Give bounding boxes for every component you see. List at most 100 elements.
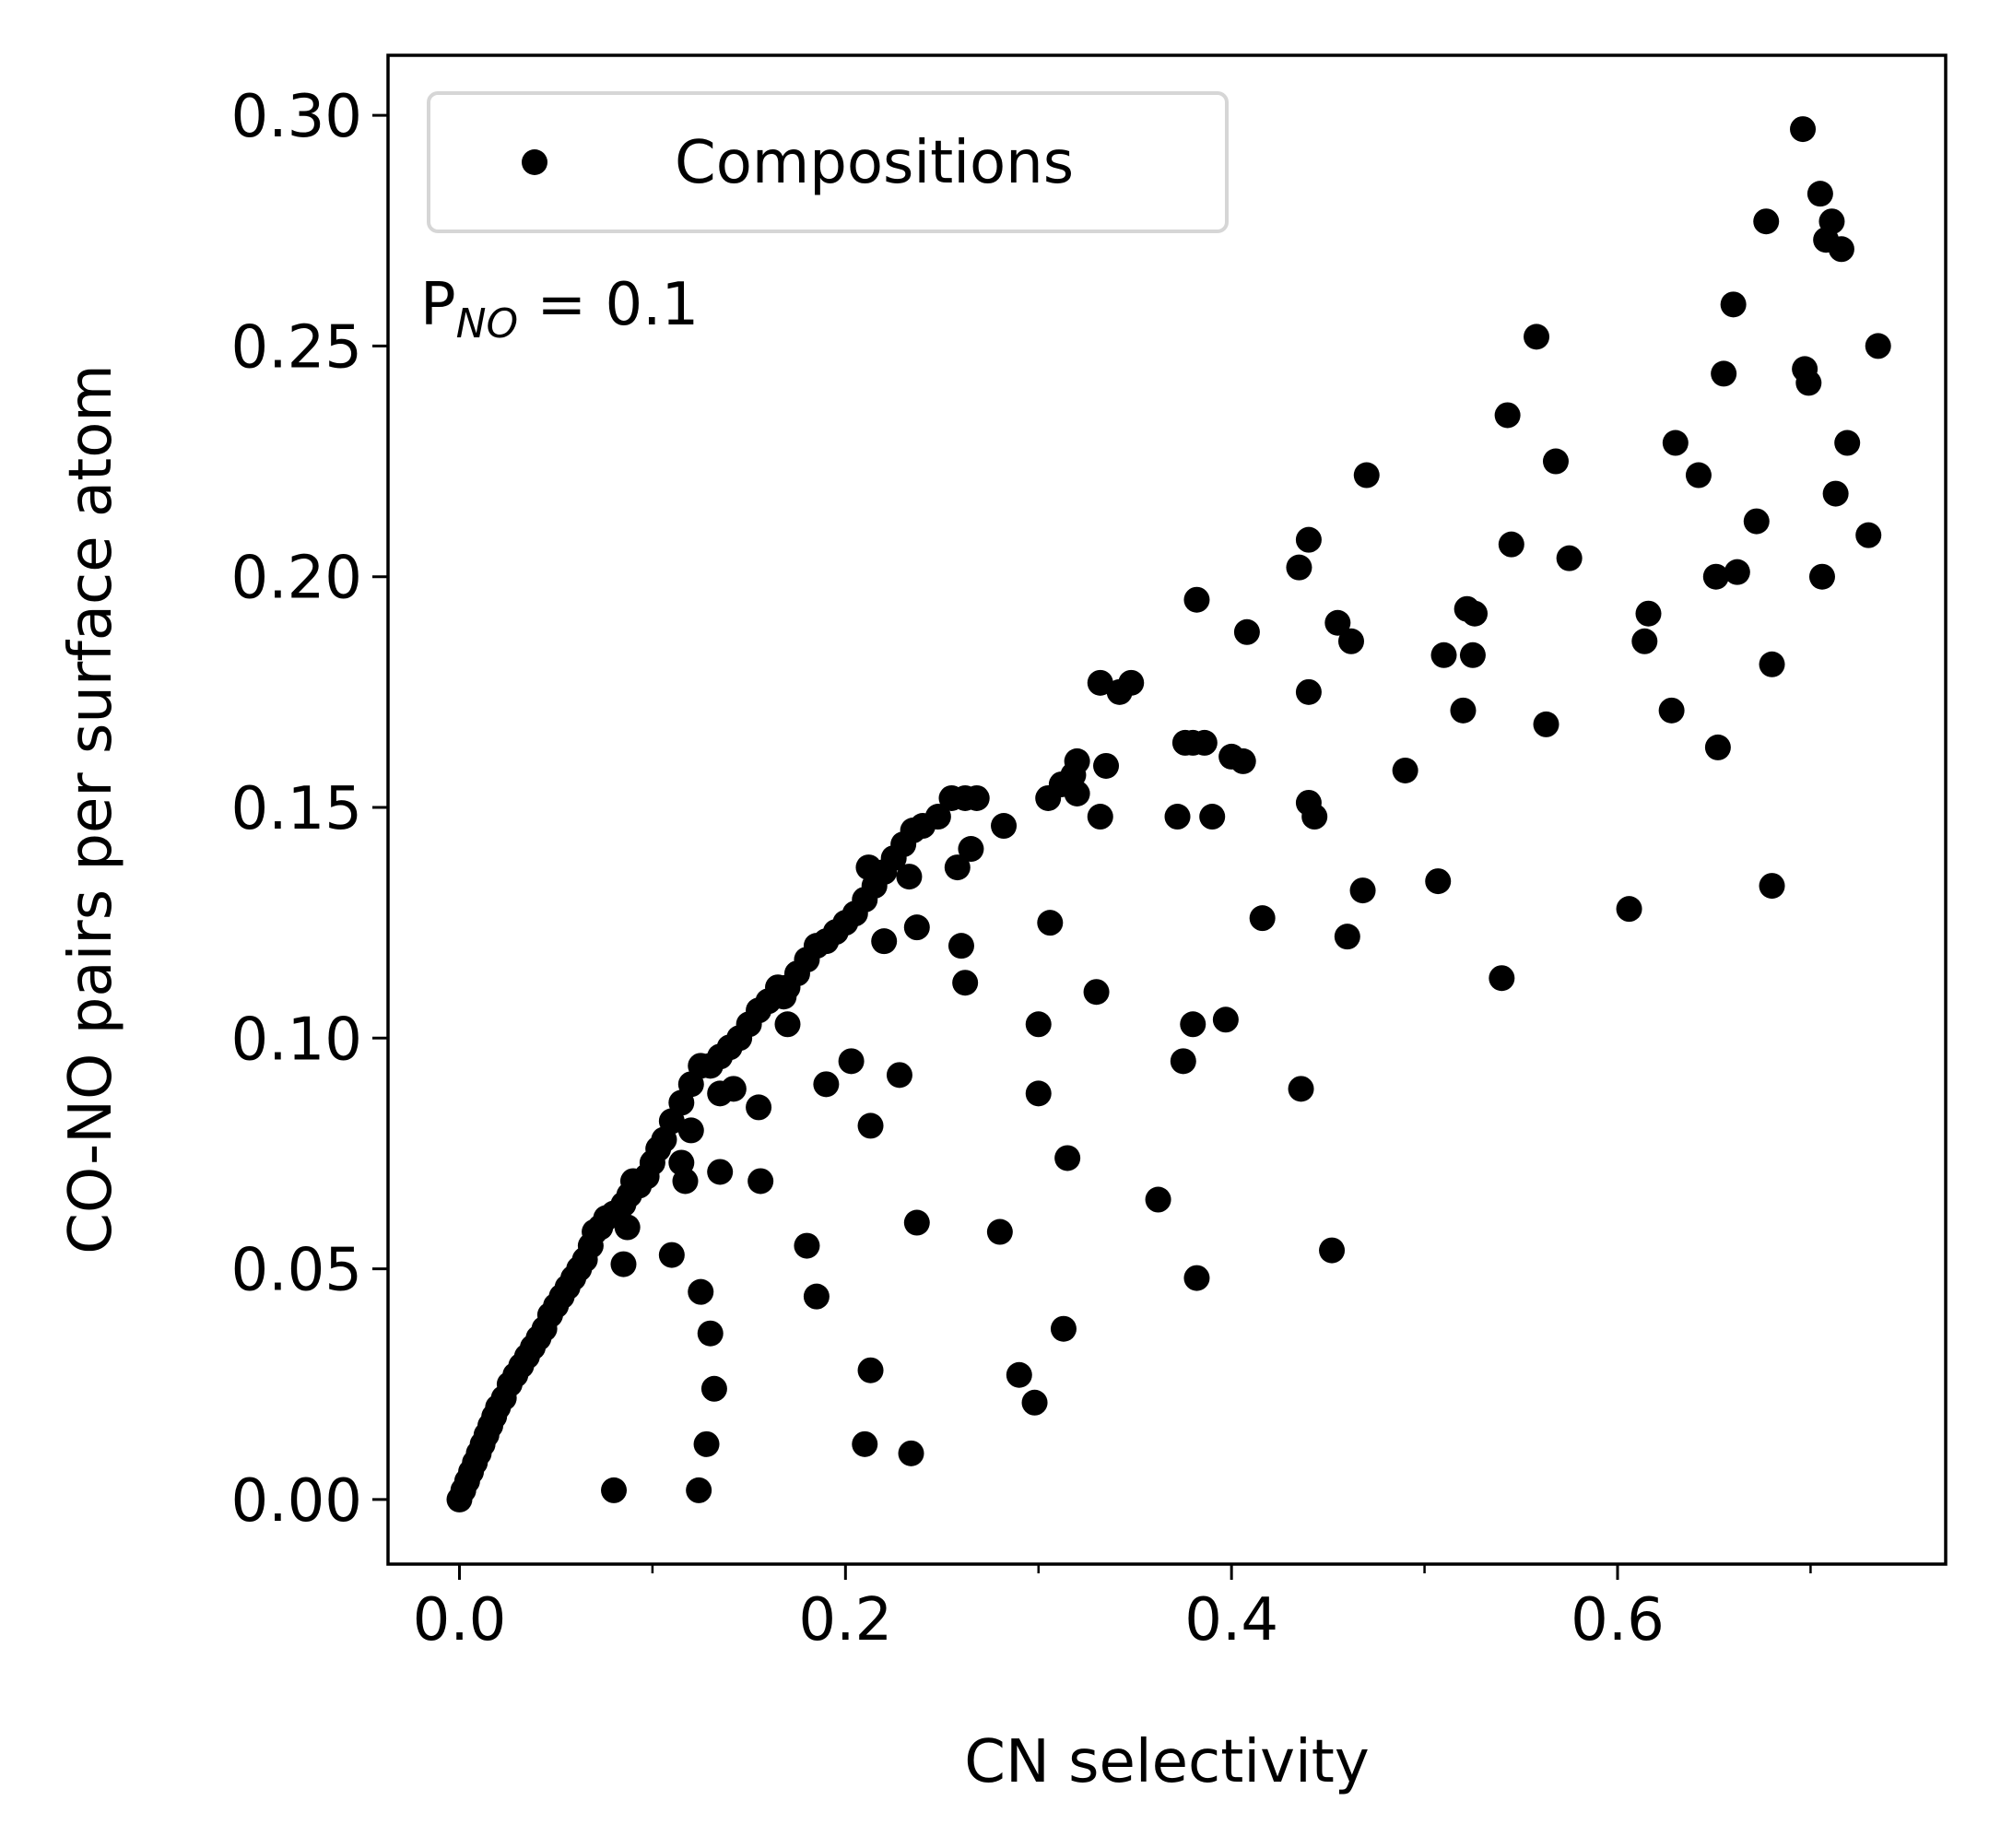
annotation-subscript: NO (456, 300, 519, 347)
data-point (1662, 430, 1689, 456)
data-point (896, 864, 923, 890)
annotation-main: P (420, 271, 456, 339)
data-point (952, 970, 979, 996)
x-tick-label: 0.2 (798, 1586, 892, 1654)
data-point (1301, 804, 1328, 830)
data-point (771, 983, 797, 1010)
data-point (1025, 1080, 1052, 1107)
data-point (1064, 747, 1090, 774)
data-point (1164, 804, 1191, 830)
legend: Compositions (427, 91, 1229, 233)
data-point (886, 1062, 912, 1089)
data-point (1807, 181, 1833, 207)
data-point (693, 1430, 720, 1457)
data-point (1286, 554, 1312, 581)
data-point (857, 1112, 884, 1139)
data-point (1822, 480, 1849, 507)
data-point (963, 784, 990, 811)
data-points (446, 116, 1891, 1513)
y-tick-label: 0.00 (231, 1467, 363, 1536)
data-point (947, 933, 974, 959)
data-point (1702, 563, 1729, 590)
data-point (1337, 628, 1364, 654)
data-point (1064, 780, 1090, 806)
data-point (1295, 678, 1322, 705)
data-point (1759, 873, 1785, 900)
data-point (688, 1278, 714, 1305)
data-point (1631, 628, 1658, 654)
data-point (746, 1094, 772, 1121)
data-point (1324, 609, 1351, 636)
data-point (794, 1232, 820, 1259)
data-point (1542, 448, 1569, 475)
data-point (903, 1209, 930, 1236)
data-point (1037, 910, 1064, 936)
legend-marker (522, 149, 547, 175)
data-point (1855, 522, 1882, 548)
data-point (1489, 965, 1515, 992)
data-point (1118, 669, 1145, 696)
data-point (871, 928, 898, 955)
data-point (857, 1357, 884, 1383)
data-point (1828, 236, 1854, 263)
data-point (1635, 600, 1662, 627)
data-point (1050, 1315, 1077, 1342)
data-point (1087, 804, 1113, 830)
data-point (958, 836, 984, 863)
y-axis: 0.00 0.05 0.10 0.15 0.20 0.25 0.30 (231, 83, 388, 1536)
data-point (1349, 877, 1376, 904)
data-point (601, 1477, 628, 1503)
x-tick-label: 0.0 (413, 1586, 507, 1654)
legend-box (427, 91, 1229, 233)
data-point (686, 1477, 712, 1503)
data-point (1795, 370, 1822, 396)
data-point (1808, 563, 1835, 590)
data-point (1494, 402, 1521, 429)
data-point (1450, 697, 1477, 724)
data-point (1288, 1076, 1314, 1102)
data-point (1524, 324, 1550, 350)
data-point (1711, 360, 1737, 387)
data-point (1818, 208, 1845, 235)
data-point (1392, 757, 1418, 783)
legend-label: Compositions (675, 129, 1074, 197)
data-point (1462, 600, 1489, 627)
data-point (1230, 747, 1256, 774)
data-point (1720, 291, 1747, 318)
data-point (1093, 752, 1120, 779)
data-point (1430, 642, 1457, 668)
data-point (1006, 1361, 1032, 1388)
data-point (1704, 734, 1731, 760)
data-point (1616, 896, 1642, 923)
data-point (1183, 586, 1210, 613)
y-tick-label: 0.20 (231, 545, 363, 613)
data-point (1145, 1186, 1171, 1213)
data-point (1658, 697, 1685, 724)
data-point (658, 1242, 685, 1268)
data-point (1834, 430, 1861, 456)
data-point (1212, 1006, 1239, 1033)
data-point (1191, 729, 1218, 756)
x-axis-label: CN selectivity (964, 1728, 1369, 1796)
data-point (1334, 924, 1360, 950)
y-tick-label: 0.30 (231, 83, 363, 151)
data-point (855, 854, 882, 881)
annotation-text: PNO = 0.1 (420, 271, 699, 347)
data-point (1759, 651, 1785, 677)
data-point (672, 1168, 699, 1195)
data-point (1233, 618, 1260, 645)
data-point (677, 1117, 704, 1144)
data-point (774, 1011, 801, 1038)
data-point (1743, 508, 1770, 535)
x-tick-label: 0.6 (1571, 1586, 1665, 1654)
data-point (1556, 545, 1583, 571)
data-point (1425, 868, 1452, 895)
data-point (1170, 1048, 1196, 1075)
data-point (986, 1218, 1013, 1245)
data-point (944, 854, 971, 881)
data-point (1533, 711, 1559, 737)
data-point (1021, 1389, 1048, 1416)
data-point (1249, 905, 1276, 932)
data-point (1180, 1011, 1206, 1038)
